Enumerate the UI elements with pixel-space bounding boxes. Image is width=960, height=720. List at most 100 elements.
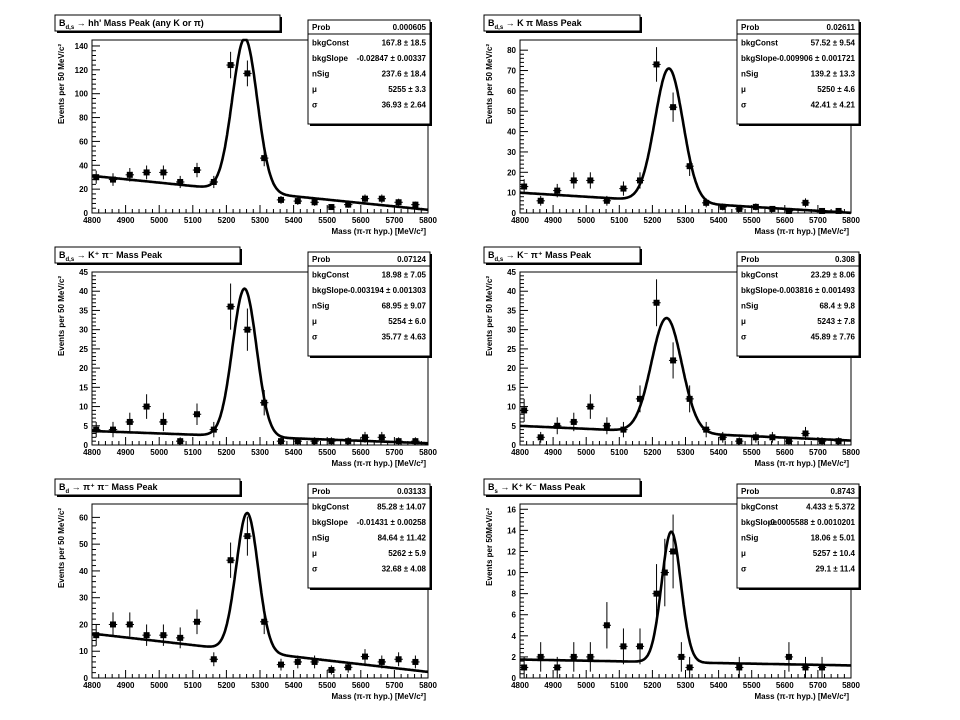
data-point xyxy=(192,162,202,178)
y-tick-label: 10 xyxy=(507,403,516,412)
data-marker xyxy=(345,438,352,445)
x-tick-label: 5200 xyxy=(644,681,662,690)
data-point xyxy=(702,421,711,438)
data-point xyxy=(310,655,319,669)
y-tick-label: 5 xyxy=(84,422,89,431)
y-tick-label: 60 xyxy=(507,87,516,96)
data-point xyxy=(176,437,185,445)
y-tick-label: 15 xyxy=(507,383,516,392)
x-tick-label: 5800 xyxy=(419,448,437,457)
data-point xyxy=(226,283,235,330)
stats-label: μ xyxy=(312,549,317,558)
data-marker xyxy=(362,434,368,441)
data-point xyxy=(677,642,686,672)
stats-value: 5254 ± 6.0 xyxy=(388,317,426,326)
y-tick-label: 60 xyxy=(79,513,88,522)
x-tick-label: 5100 xyxy=(610,681,628,690)
data-point xyxy=(260,150,269,167)
x-tick-label: 5200 xyxy=(644,448,662,457)
stats-label: nSig xyxy=(741,302,758,311)
fit-curve xyxy=(520,530,851,667)
data-marker xyxy=(395,438,402,445)
y-tick-label: 35 xyxy=(79,306,88,315)
stats-label: bkgSlope xyxy=(312,54,349,63)
data-marker xyxy=(587,177,594,184)
title-box xyxy=(54,478,241,496)
data-point xyxy=(360,649,370,665)
data-point xyxy=(635,385,645,413)
stats-box xyxy=(307,483,431,589)
data-marker xyxy=(785,207,792,214)
data-point xyxy=(260,390,269,416)
data-point xyxy=(718,431,727,443)
data-marker xyxy=(819,438,826,445)
x-axis-label: Mass (π-π hyp.) [MeV/c²] xyxy=(755,459,850,468)
y-tick-label: 40 xyxy=(79,567,88,576)
data-marker xyxy=(736,205,743,212)
x-tick-label: 5000 xyxy=(150,681,168,690)
data-point xyxy=(536,642,545,672)
stats-value: 0.03133 xyxy=(397,487,426,496)
x-axis-label: Mass (π-π hyp.) [MeV/c²] xyxy=(332,459,427,468)
y-tick-label: 16 xyxy=(507,505,516,514)
stats-value: 0.000605 xyxy=(393,23,427,32)
data-point xyxy=(536,431,545,443)
data-marker xyxy=(537,653,544,660)
x-tick-label: 5000 xyxy=(150,216,168,225)
data-marker xyxy=(294,438,301,445)
data-marker xyxy=(620,185,627,192)
data-marker xyxy=(819,207,826,214)
data-marker xyxy=(261,399,268,406)
stats-value: 5262 ± 5.9 xyxy=(388,549,426,558)
stats-value: -0.003194 ± 0.001303 xyxy=(348,286,427,295)
stats-value: -0.003816 ± 0.001493 xyxy=(777,286,856,295)
y-tick-label: 80 xyxy=(507,46,516,55)
x-tick-label: 5100 xyxy=(184,448,202,457)
x-tick-label: 5800 xyxy=(419,216,437,225)
data-marker xyxy=(521,183,528,190)
y-tick-label: 45 xyxy=(79,268,88,277)
data-point xyxy=(125,168,134,182)
y-tick-label: 10 xyxy=(79,403,88,412)
stats-value: 29.1 ± 11.4 xyxy=(815,565,855,574)
data-point xyxy=(801,426,810,441)
data-point xyxy=(751,431,760,443)
chart-title: Bd,s → K π Mass Peak xyxy=(488,18,583,31)
y-tick-label: 4 xyxy=(512,632,517,641)
data-marker xyxy=(570,653,577,660)
chart-panel-6: 4800 4900 5000 5100 5200 5300 5400 5500 5600 5700… xyxy=(483,478,861,701)
stats-box xyxy=(307,251,431,357)
stats-label: μ xyxy=(741,549,746,558)
stats-value: 85.28 ± 14.07 xyxy=(377,503,426,512)
stats-label: σ xyxy=(741,333,747,342)
data-point xyxy=(176,627,185,649)
stats-label: bkgConst xyxy=(312,271,349,280)
data-point xyxy=(735,656,744,678)
chart-title: Bd,s → hh' Mass Peak (any K or π) xyxy=(59,18,204,31)
data-marker xyxy=(670,548,677,555)
fit-curve xyxy=(92,287,429,445)
data-point xyxy=(142,165,151,180)
stats-value: 5255 ± 3.3 xyxy=(388,85,426,94)
data-point xyxy=(569,172,578,189)
data-point xyxy=(685,656,694,678)
stats-label: μ xyxy=(312,317,317,326)
data-marker xyxy=(160,418,167,425)
data-point xyxy=(360,431,370,443)
y-tick-label: 30 xyxy=(507,326,516,335)
x-tick-label: 5500 xyxy=(743,216,761,225)
y-tick-label: 80 xyxy=(79,114,88,123)
stats-value: 0.8743 xyxy=(831,487,856,496)
stats-label: bkgConst xyxy=(741,271,778,280)
data-point xyxy=(276,437,286,445)
x-tick-label: 5800 xyxy=(842,216,860,225)
chart-panel-3: 4800 4900 5000 5100 5200 5300 5400 5500 5600 5700… xyxy=(54,246,437,468)
data-point xyxy=(411,655,420,669)
stats-label: nSig xyxy=(741,534,758,543)
x-tick-label: 5600 xyxy=(352,681,370,690)
x-tick-label: 5500 xyxy=(743,448,761,457)
y-tick-label: 0 xyxy=(512,209,517,218)
data-marker xyxy=(378,658,385,665)
x-tick-label: 5100 xyxy=(184,216,202,225)
y-tick-label: 10 xyxy=(507,569,516,578)
